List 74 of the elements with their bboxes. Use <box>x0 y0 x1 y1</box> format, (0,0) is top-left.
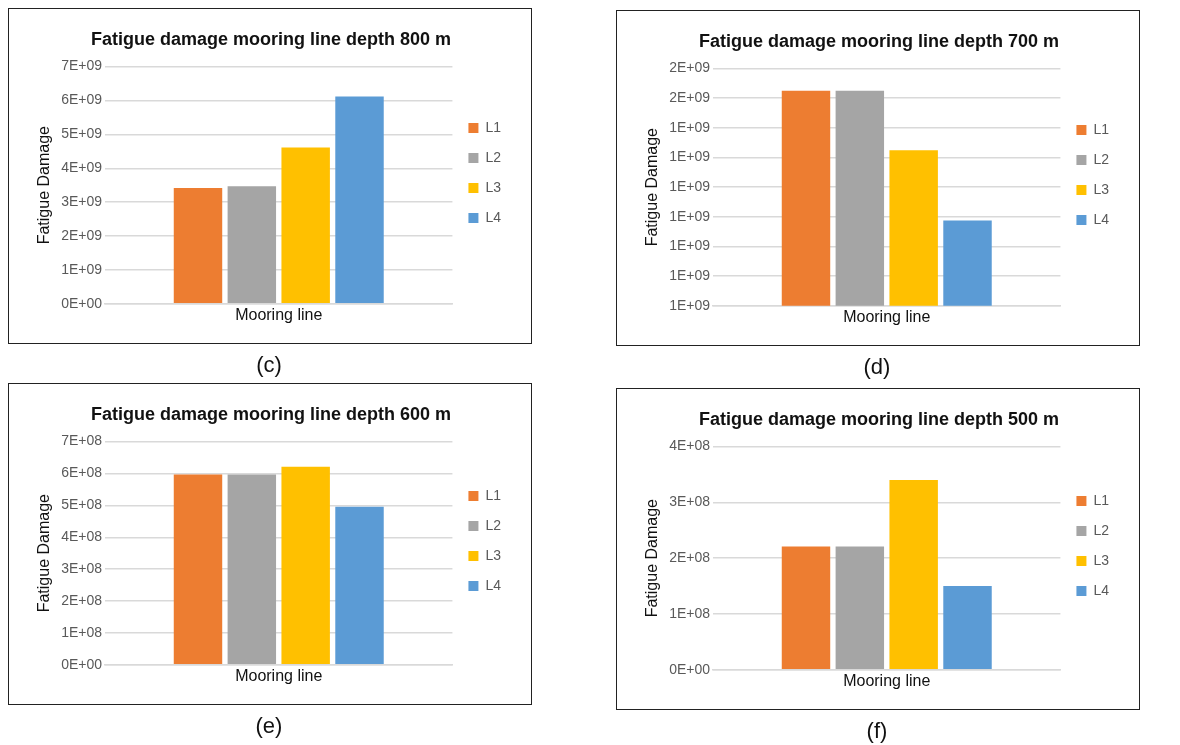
y-tick-label: 1E+08 <box>669 604 711 621</box>
chart-title: Fatigue damage mooring line depth 800 m <box>90 28 452 49</box>
bar <box>227 474 277 665</box>
legend-label: L4 <box>485 208 502 225</box>
legend-label: L1 <box>1093 120 1110 137</box>
bar <box>173 187 223 304</box>
bar <box>889 480 938 670</box>
bar <box>227 186 277 304</box>
bar <box>835 546 885 670</box>
legend-label: L1 <box>485 486 502 503</box>
y-tick-label: 1E+09 <box>669 237 711 254</box>
y-axis-title: Fatigue Damage <box>643 127 661 247</box>
y-tick-label: 1E+09 <box>669 148 711 165</box>
legend-label: L1 <box>485 118 502 135</box>
text: (c) <box>255 352 283 378</box>
bar <box>281 466 330 665</box>
x-axis-title: Mooring line <box>235 305 323 323</box>
chart-title: Fatigue damage mooring line depth 700 m <box>698 30 1060 51</box>
legend-label: L4 <box>1093 581 1110 598</box>
y-tick-label: 2E+09 <box>61 226 103 243</box>
x-axis-title: Mooring line <box>843 671 931 689</box>
y-tick-label: 3E+09 <box>61 193 103 209</box>
y-tick-label: 1E+09 <box>669 178 711 195</box>
y-tick-label: 4E+08 <box>61 528 103 545</box>
y-tick-label: 0E+00 <box>61 655 103 672</box>
y-tick-label: 1E+09 <box>61 260 103 277</box>
y-tick-label: 5E+09 <box>61 125 103 142</box>
y-tick-label: 2E+08 <box>669 549 711 566</box>
legend-label: L3 <box>1093 551 1110 568</box>
text: (d) <box>862 354 892 380</box>
y-tick-label: 7E+08 <box>61 432 103 449</box>
bar <box>781 546 831 670</box>
bar <box>335 96 384 304</box>
x-axis-title: Mooring line <box>843 307 931 325</box>
y-tick-label: 1E+09 <box>669 118 711 135</box>
y-tick-label: 6E+09 <box>61 91 103 108</box>
text: (e) <box>254 713 284 739</box>
y-tick-label: 0E+00 <box>669 660 711 677</box>
y-tick-label: 5E+08 <box>61 496 103 513</box>
y-tick-label: 3E+08 <box>669 493 711 510</box>
legend-label: L2 <box>1093 150 1110 167</box>
y-tick-label: 2E+08 <box>61 591 103 608</box>
x-axis-title: Mooring line <box>235 666 323 684</box>
legend-label: L4 <box>485 576 502 593</box>
y-tick-label: 3E+08 <box>61 560 103 576</box>
legend-label: L2 <box>1093 521 1110 538</box>
y-tick-label: 1E+08 <box>61 623 103 640</box>
y-axis-title: Fatigue Damage <box>35 125 53 245</box>
text: (f) <box>865 718 889 744</box>
y-tick-label: 7E+09 <box>61 57 103 74</box>
bar <box>335 506 384 665</box>
y-tick-label: 4E+08 <box>669 437 711 454</box>
y-tick-label: 6E+08 <box>61 464 103 481</box>
y-axis-title: Fatigue Damage <box>643 498 661 618</box>
bar <box>281 147 330 304</box>
legend-label: L2 <box>485 148 502 165</box>
chart-title: Fatigue damage mooring line depth 500 m <box>698 408 1060 429</box>
legend-label: L1 <box>1093 491 1110 508</box>
legend-label: L3 <box>485 546 502 563</box>
chart-title: Fatigue damage mooring line depth 600 m <box>90 403 452 424</box>
y-tick-label: 0E+00 <box>61 294 103 311</box>
bar <box>173 474 223 665</box>
legend-label: L3 <box>485 178 502 195</box>
legend-label: L4 <box>1093 210 1110 227</box>
y-tick-label: 1E+09 <box>669 296 711 313</box>
legend-label: L3 <box>1093 180 1110 197</box>
y-tick-label: 2E+09 <box>669 59 711 76</box>
bar <box>943 586 992 670</box>
legend-label: L2 <box>485 516 502 533</box>
y-tick-label: 1E+09 <box>669 207 711 224</box>
y-tick-label: 4E+09 <box>61 159 103 176</box>
y-tick-label: 2E+09 <box>669 89 711 106</box>
y-tick-label: 1E+09 <box>669 267 711 284</box>
y-axis-title: Fatigue Damage <box>35 493 53 613</box>
